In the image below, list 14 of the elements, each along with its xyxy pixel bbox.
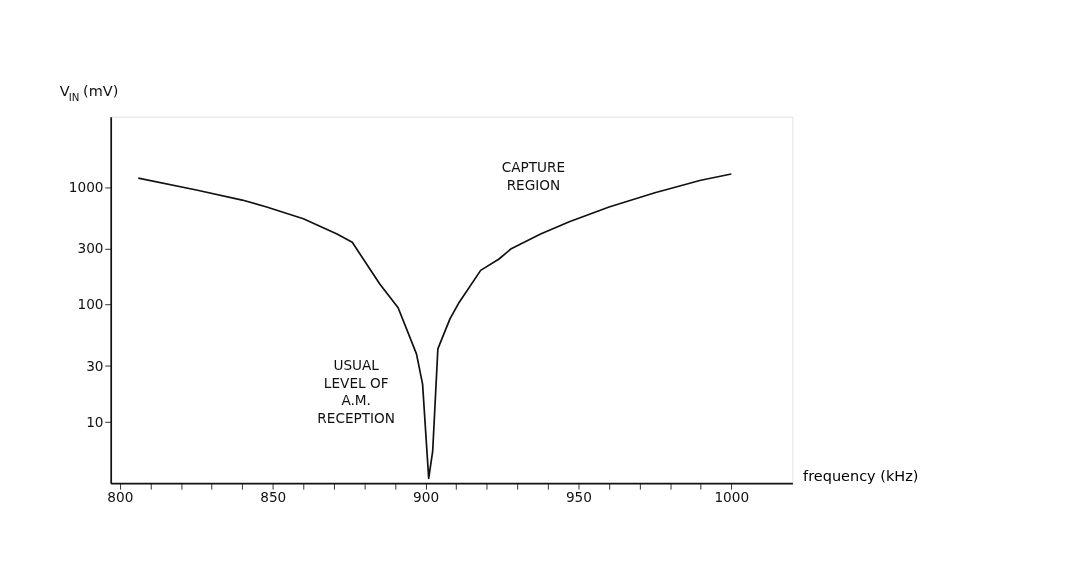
annotation: USUAL LEVEL OF A.M. RECEPTION [317, 356, 396, 427]
line-series [137, 173, 733, 480]
y-tick-label: 10 [86, 413, 104, 430]
x-tick-label: 1000 [714, 489, 750, 506]
y-tick-label: 1000 [68, 179, 104, 196]
y-tick-label: 30 [86, 357, 104, 374]
x-tick-label: 800 [107, 489, 134, 506]
x-axis-title: frequency (kHz) [803, 468, 919, 485]
x-tick-label: 850 [260, 489, 287, 506]
annotation: CAPTURE REGION [501, 158, 566, 193]
x-tick-label: 950 [565, 489, 592, 506]
y-tick-label: 300 [77, 240, 104, 257]
y-tick-label: 100 [77, 296, 104, 313]
x-tick-label: 900 [413, 489, 440, 506]
